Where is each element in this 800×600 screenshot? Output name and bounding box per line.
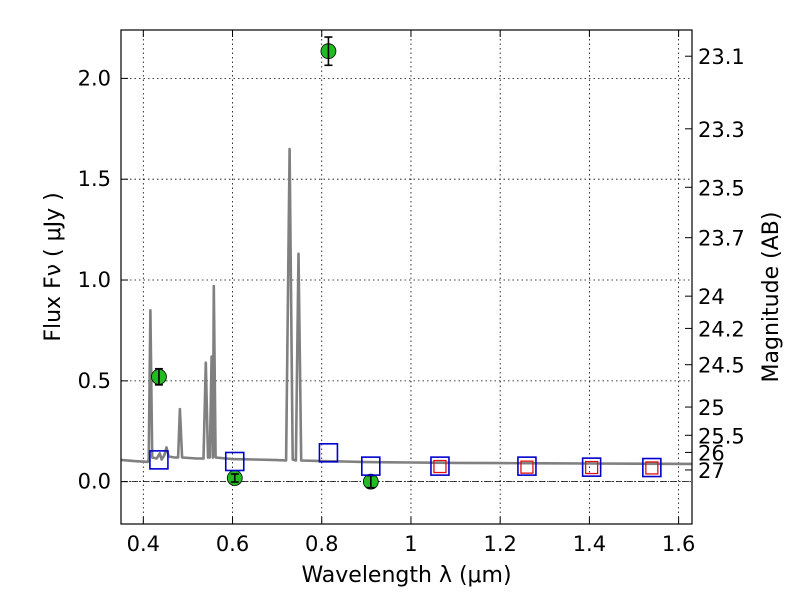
model-flux-square — [149, 450, 169, 470]
x-tick-label: 0.6 — [216, 532, 249, 556]
model-flux-square — [517, 456, 537, 476]
y2-tick-label: 23.5 — [698, 176, 745, 200]
y-tick-label: 1.0 — [78, 268, 111, 292]
y-axis-label: Flux Fν ( μJy ) — [41, 192, 66, 341]
y-tick-label: 0.0 — [78, 470, 111, 494]
spectrum-line — [120, 147, 693, 466]
model-flux-square — [318, 443, 339, 463]
y-tick-label: 0.5 — [78, 369, 111, 393]
y2-tick-label: 23.3 — [698, 118, 745, 142]
y-tick-label: 1.5 — [78, 167, 111, 191]
y-tick-label: 2.0 — [78, 66, 111, 90]
model-flux-square — [361, 456, 381, 476]
model-flux-square — [224, 451, 245, 472]
data-points — [149, 36, 662, 490]
y-axis-ticks: 0.0 0.5 1.0 1.5 2.0 — [78, 66, 128, 494]
x-axis-ticks: 0.4 0.6 0.8 1 1.2 1.4 1.6 — [127, 30, 695, 556]
y2-tick-label: 26 — [698, 441, 725, 465]
x-tick-label: 0.4 — [127, 532, 160, 556]
model-flux-square — [430, 456, 450, 476]
y2-tick-label: 27 — [698, 459, 725, 483]
y2-tick-label: 24.5 — [698, 354, 745, 378]
y2-tick-label: 25 — [698, 396, 725, 420]
y2-tick-label: 25.5 — [698, 424, 745, 448]
y2-tick-label: 23.7 — [698, 227, 745, 251]
x-tick-label: 0.8 — [305, 532, 338, 556]
model-flux-small-square — [520, 460, 534, 474]
x-axis-label: Wavelength λ (μm) — [301, 563, 511, 588]
x-tick-label: 1.6 — [662, 532, 695, 556]
model-spectrum — [120, 147, 693, 466]
model-flux-small-square — [433, 459, 447, 474]
x-tick-label: 1.2 — [483, 532, 516, 556]
model-flux-square — [581, 457, 602, 477]
model-flux-small-square — [584, 460, 599, 475]
y2-tick-label: 23.1 — [698, 45, 745, 69]
y2-tick-label: 24.2 — [698, 317, 745, 341]
x-tick-label: 1.4 — [573, 532, 606, 556]
model-flux-square — [642, 457, 662, 478]
grid — [121, 30, 692, 524]
x-tick-label: 1 — [404, 532, 417, 556]
model-flux-small-square — [645, 461, 659, 475]
y2-axis-label: Magnitude (AB) — [759, 212, 784, 383]
plot-frame — [120, 29, 693, 525]
y2-tick-label: 24 — [698, 285, 725, 309]
